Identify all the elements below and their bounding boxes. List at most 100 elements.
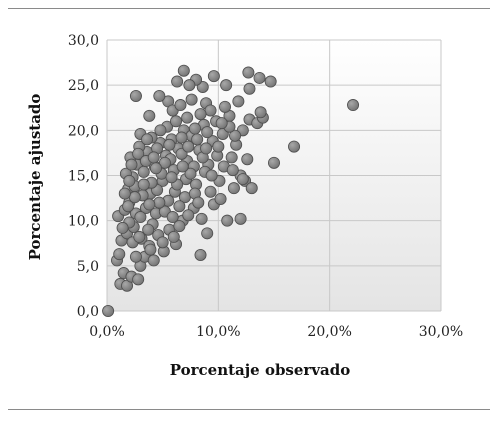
data-point [227,182,240,195]
data-points [102,64,360,317]
data-point [347,99,360,112]
data-point [236,173,249,186]
data-point [141,133,154,146]
data-point [212,140,225,153]
data-point [125,158,138,171]
data-point [184,167,197,180]
data-point [123,174,136,187]
data-point [171,75,184,88]
data-point [215,117,228,130]
y-tick-label: 0,0 [77,304,99,320]
data-point [173,200,186,213]
y-tick-label: 5,0 [77,259,99,275]
data-point [176,160,189,173]
y-tick-labels: 0,0 5,0 10,0 15,0 20,0 25,0 30,0 [68,33,99,320]
data-point [129,90,142,103]
data-point [194,108,207,121]
y-tick-label: 25,0 [68,78,99,94]
data-point [241,153,254,166]
data-point [173,220,186,233]
data-point [143,198,156,211]
data-point [137,165,150,178]
y-tick-label: 30,0 [68,33,99,49]
data-point [207,70,220,83]
data-point [254,106,267,119]
data-point [264,75,277,88]
data-point [181,111,194,124]
data-point [204,185,217,198]
data-point [158,156,171,169]
data-point [165,171,178,184]
data-point [153,90,166,103]
data-point [232,95,245,108]
data-point [201,126,214,139]
data-point [170,115,183,128]
data-point [174,99,187,112]
data-point [177,64,190,77]
x-tick-label: 0,0% [89,324,125,340]
data-point [204,104,217,117]
data-point [134,211,147,224]
data-point [225,151,238,164]
bottom-rule [8,409,490,410]
data-point [143,109,156,122]
x-tick-labels: 0,0% 10,0% 20,0% 30,0% [89,324,463,340]
data-point [243,82,256,95]
data-point [137,178,150,191]
data-point [147,254,160,267]
data-point [288,140,301,153]
data-point [116,221,129,234]
data-point [133,230,146,243]
data-point [220,79,233,92]
data-point [144,243,157,256]
data-point [182,140,195,153]
data-point [102,304,115,317]
data-point [200,142,213,155]
data-point [122,200,135,213]
y-tick-label: 20,0 [68,123,99,139]
data-point [163,138,176,151]
data-point [245,182,258,195]
data-point [132,273,145,286]
data-point [226,164,239,177]
data-point [267,156,280,169]
data-point [205,169,218,182]
data-point [195,212,208,225]
data-point [132,147,145,160]
y-tick-label: 15,0 [68,169,99,185]
data-point [221,214,234,227]
data-point [166,211,179,224]
data-point [185,93,198,106]
data-point [142,223,155,236]
top-rule [8,8,490,9]
data-point [219,100,232,113]
x-tick-label: 30,0% [419,324,463,340]
y-tick-label: 10,0 [68,214,99,230]
data-point [192,196,205,209]
x-tick-label: 10,0% [196,324,240,340]
data-point [175,131,188,144]
data-point [128,191,141,204]
y-axis-title: Porcentaje ajustado [26,94,44,261]
data-point [129,250,142,263]
data-point [118,187,131,200]
data-point [194,248,207,261]
data-point [229,129,242,142]
data-point [242,66,255,79]
x-axis-title: Porcentaje observado [170,361,351,379]
data-point [253,71,266,84]
data-point [153,196,166,209]
data-point [113,248,126,261]
data-point [154,124,167,137]
data-point [183,79,196,92]
data-point [149,162,162,175]
data-point [201,227,214,240]
data-point [191,133,204,146]
data-point [214,192,227,205]
data-point [147,151,160,164]
data-point [188,122,201,135]
data-point [182,209,195,222]
x-tick-label: 20,0% [307,324,351,340]
data-point [234,212,247,225]
